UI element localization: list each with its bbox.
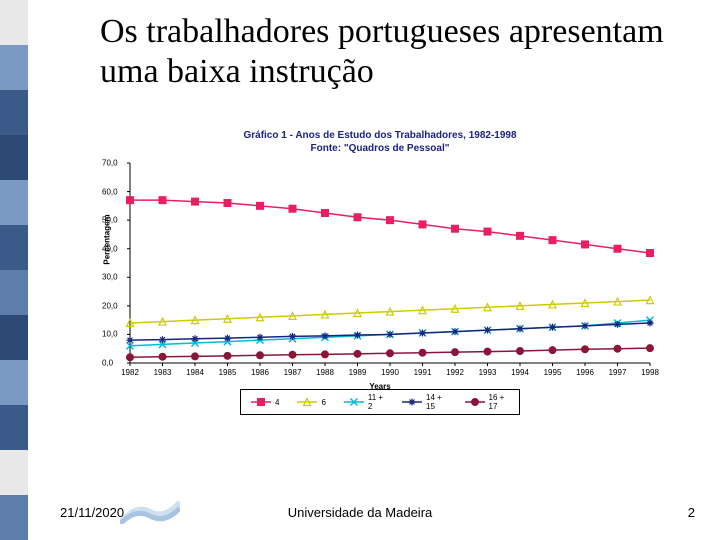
x-tick-label: 1987	[284, 368, 302, 377]
legend-label: 14 + 15	[426, 393, 447, 411]
chart-legend: 4 6 11 + 2 14 + 15 16 + 17	[240, 389, 520, 415]
legend-swatch-icon	[344, 397, 364, 407]
legend-item: 6	[297, 397, 325, 407]
legend-label: 6	[321, 398, 325, 407]
legend-item: 16 + 17	[465, 393, 510, 411]
legend-item: 14 + 15	[402, 393, 447, 411]
x-tick-label: 1993	[479, 368, 497, 377]
legend-swatch-icon	[251, 397, 271, 407]
x-tick-label: 1995	[544, 368, 562, 377]
x-tick-label: 1984	[186, 368, 204, 377]
legend-label: 16 + 17	[489, 393, 510, 411]
y-tick-label: 70,0	[102, 159, 118, 168]
x-tick-label: 1982	[121, 368, 139, 377]
chart-title-line2: Fonte: "Quadros de Pessoal"	[311, 143, 450, 154]
x-tick-label: 1989	[349, 368, 367, 377]
legend-swatch-icon	[402, 397, 422, 407]
x-tick-label: 1998	[641, 368, 659, 377]
x-tick-label: 1997	[609, 368, 627, 377]
legend-swatch-icon	[297, 397, 317, 407]
y-tick-label: 30,0	[102, 273, 118, 282]
x-tick-label: 1994	[511, 368, 529, 377]
y-tick-label: 10,0	[102, 330, 118, 339]
x-tick-label: 1983	[154, 368, 172, 377]
plot-area: Percentagem Years 4611 + 214 + 1516 + 17…	[100, 163, 660, 363]
footer-page-number: 2	[688, 505, 695, 520]
x-tick-label: 1988	[316, 368, 334, 377]
footer-university: Universidade da Madeira	[288, 505, 433, 520]
chart-title: Gráfico 1 - Anos de Estudo dos Trabalhad…	[100, 130, 660, 155]
x-tick-label: 1991	[414, 368, 432, 377]
y-tick-label: 50,0	[102, 216, 118, 225]
footer-logo-icon	[120, 498, 180, 524]
slide-title: Os trabalhadores portugueses apresentam …	[100, 12, 720, 92]
x-tick-label: 1986	[251, 368, 269, 377]
chart-container: Gráfico 1 - Anos de Estudo dos Trabalhad…	[100, 130, 660, 420]
x-tick-label: 1996	[576, 368, 594, 377]
x-tick-label: 1985	[219, 368, 237, 377]
y-tick-label: 20,0	[102, 301, 118, 310]
legend-label: 4	[275, 398, 279, 407]
decorative-sidebar	[0, 0, 28, 540]
y-tick-label: 0,0	[102, 359, 113, 368]
footer-date: 21/11/2020	[60, 505, 124, 520]
y-tick-label: 60,0	[102, 187, 118, 196]
chart-svg	[130, 163, 650, 363]
y-tick-label: 40,0	[102, 244, 118, 253]
x-tick-label: 1990	[381, 368, 399, 377]
legend-item: 4	[251, 397, 279, 407]
legend-label: 11 + 2	[368, 393, 384, 411]
legend-swatch-icon	[465, 397, 485, 407]
x-tick-label: 1992	[446, 368, 464, 377]
legend-item: 11 + 2	[344, 393, 384, 411]
chart-title-line1: Gráfico 1 - Anos de Estudo dos Trabalhad…	[243, 130, 516, 141]
